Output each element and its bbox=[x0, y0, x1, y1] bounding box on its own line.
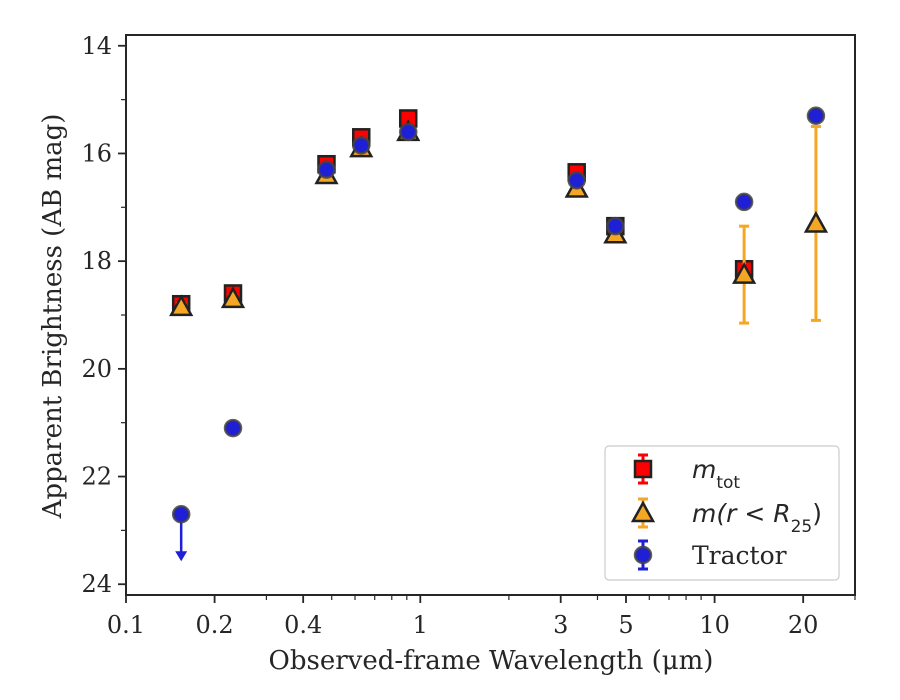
x-axis: 0.1 0.2 0.4 1 3 5 10 20 bbox=[107, 595, 856, 639]
legend-marker-m-r25 bbox=[630, 500, 656, 523]
data-point bbox=[169, 294, 194, 317]
legend: mtot m(r < R25) Tractor bbox=[604, 445, 840, 581]
y-tick-label: 20 bbox=[81, 355, 112, 383]
y-axis: 14 16 18 20 22 24 bbox=[81, 32, 126, 598]
legend-marker-tractor bbox=[633, 545, 653, 565]
y-tick-label: 22 bbox=[81, 463, 112, 491]
series-m-tot bbox=[171, 109, 754, 314]
x-axis-label: Observed-frame Wavelength (μm) bbox=[269, 646, 714, 676]
legend-label-m-r25: m(r < R25) bbox=[692, 499, 822, 537]
data-point bbox=[803, 210, 829, 233]
upper-limit-arrowhead bbox=[175, 551, 188, 562]
x-tick-label: 20 bbox=[788, 611, 819, 639]
series-m-r25 bbox=[169, 119, 829, 325]
data-point bbox=[351, 136, 371, 155]
legend-label-m-tot: mtot bbox=[692, 455, 740, 493]
data-point bbox=[223, 418, 243, 438]
data-point bbox=[734, 192, 754, 212]
y-tick-label: 16 bbox=[81, 139, 112, 167]
x-tick-label: 1 bbox=[413, 611, 428, 639]
series-layer bbox=[169, 106, 829, 562]
series-tractor bbox=[171, 106, 826, 562]
legend-box bbox=[604, 445, 840, 581]
data-point bbox=[806, 106, 826, 126]
x-tick-label: 10 bbox=[699, 611, 730, 639]
data-point bbox=[398, 122, 418, 142]
data-point bbox=[171, 504, 191, 524]
data-point bbox=[606, 216, 625, 236]
legend-marker-m-tot bbox=[633, 459, 653, 479]
x-tick-label: 0.4 bbox=[284, 611, 322, 639]
data-point bbox=[220, 286, 246, 309]
x-tick-label: 0.1 bbox=[107, 611, 145, 639]
legend-label-tractor: Tractor bbox=[692, 541, 787, 570]
x-tick-label: 0.2 bbox=[196, 611, 234, 639]
y-tick-label: 18 bbox=[81, 247, 112, 275]
data-point bbox=[567, 171, 586, 190]
data-point bbox=[732, 262, 757, 284]
x-tick-label: 3 bbox=[553, 611, 568, 639]
y-axis-label: Apparent Brightness (AB mag) bbox=[38, 114, 68, 520]
y-tick-label: 24 bbox=[81, 570, 112, 598]
y-tick-label: 14 bbox=[81, 32, 112, 60]
x-tick-label: 5 bbox=[618, 611, 633, 639]
data-point bbox=[317, 160, 336, 179]
